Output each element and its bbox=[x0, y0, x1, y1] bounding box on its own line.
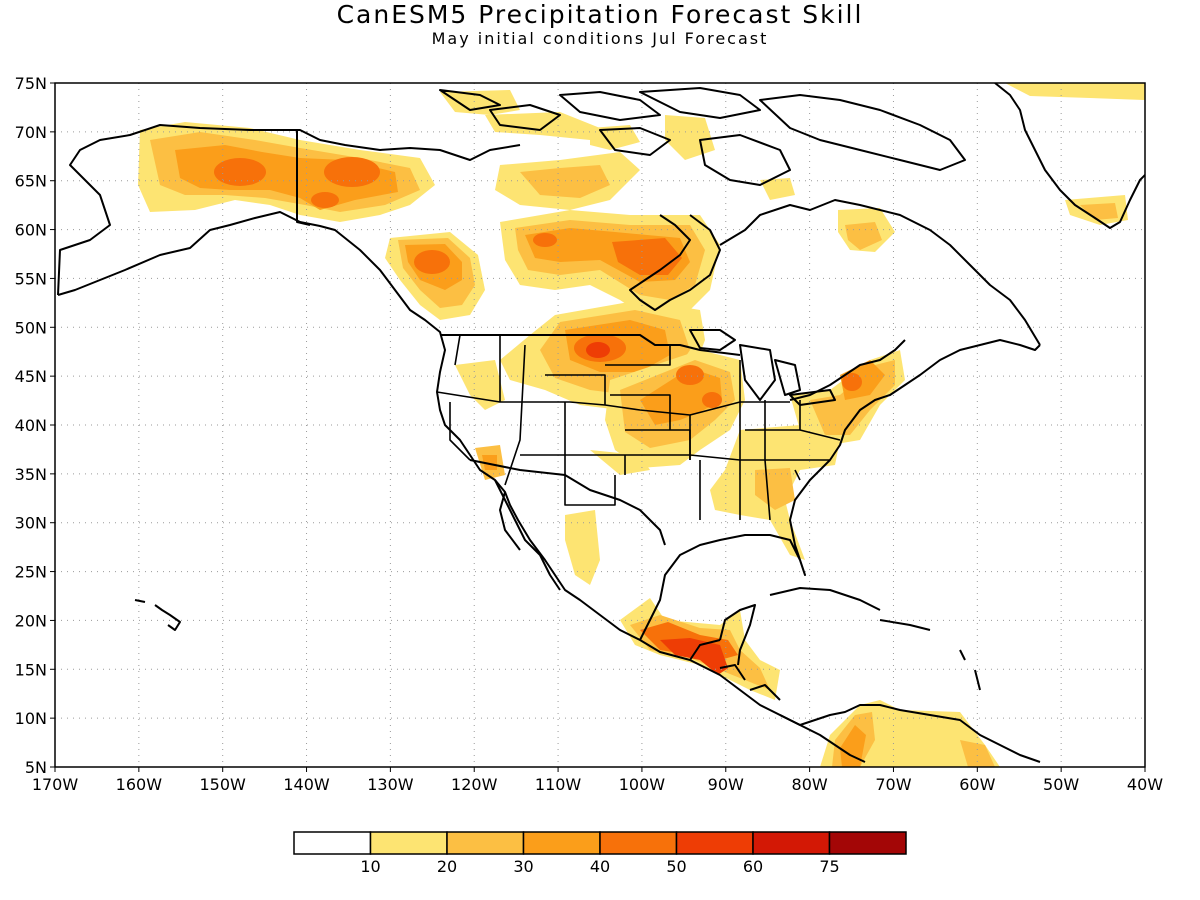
axis-ticks bbox=[50, 82, 1146, 772]
border-alaska-canada bbox=[296, 130, 311, 226]
coastline-labrador bbox=[719, 199, 1041, 346]
coastline-west bbox=[57, 211, 866, 763]
lon-tick-label: 90W bbox=[708, 775, 744, 794]
lon-tick-label: 160W bbox=[116, 775, 163, 794]
skill-region-southeast bbox=[565, 425, 840, 585]
lat-tick-label: 45N bbox=[15, 367, 47, 386]
skill-shading-layer bbox=[138, 83, 1145, 767]
colorbar-swatch bbox=[675, 831, 754, 855]
coastline-caribbean bbox=[769, 587, 981, 691]
great-lakes bbox=[689, 329, 836, 406]
colorbar-swatch bbox=[369, 831, 448, 855]
border-canada-us bbox=[440, 334, 906, 401]
lat-tick-label: 60N bbox=[15, 221, 47, 240]
lat-tick-label: 70N bbox=[15, 123, 47, 142]
lon-tick-label: 140W bbox=[283, 775, 330, 794]
lon-tick-label: 170W bbox=[32, 775, 79, 794]
coastline-hawaii bbox=[134, 599, 181, 631]
lat-tick-label: 50N bbox=[15, 318, 47, 337]
latitude-labels: 75N 70N 65N 60N 55N 50N 45N 40N 35N 30N 25N 20N 15N 1… bbox=[15, 74, 47, 777]
coastline-yucatan bbox=[719, 604, 756, 666]
colorbar-label: 40 bbox=[590, 857, 610, 876]
colorbar-swatch bbox=[293, 831, 372, 855]
longitude-labels: 170W 160W 150W 140W 130W 120W 110W 100W 90W 80W 70… bbox=[32, 775, 1163, 794]
lat-tick-label: 55N bbox=[15, 269, 47, 288]
colorbar-label: 75 bbox=[819, 857, 839, 876]
chart-subtitle: May initial conditions Jul Forecast bbox=[431, 29, 769, 48]
coastline-greenland bbox=[994, 83, 1145, 229]
colorbar-swatch bbox=[752, 831, 831, 855]
colorbar-label: 50 bbox=[666, 857, 686, 876]
colorbar-label: 20 bbox=[437, 857, 457, 876]
skill-region-alaska bbox=[138, 122, 435, 222]
lat-tick-label: 15N bbox=[15, 660, 47, 679]
coastline-layer bbox=[57, 83, 1145, 763]
us-state-borders bbox=[436, 334, 841, 521]
lat-tick-label: 25N bbox=[15, 563, 47, 582]
coastline-alaska-north bbox=[57, 124, 521, 296]
colorbar-swatch bbox=[446, 831, 525, 855]
lon-tick-label: 130W bbox=[367, 775, 414, 794]
lon-tick-label: 100W bbox=[619, 775, 666, 794]
skill-region-northeast bbox=[790, 350, 905, 445]
arctic-islands bbox=[439, 87, 966, 186]
coastline-hudson-bay bbox=[629, 214, 721, 311]
lon-tick-label: 40W bbox=[1127, 775, 1163, 794]
colorbar-label: 10 bbox=[360, 857, 380, 876]
lat-tick-label: 40N bbox=[15, 416, 47, 435]
lat-tick-label: 10N bbox=[15, 709, 47, 728]
chart-title: CanESM5 Precipitation Forecast Skill bbox=[336, 0, 864, 29]
lat-tick-label: 30N bbox=[15, 514, 47, 533]
lat-tick-label: 20N bbox=[15, 611, 47, 630]
skill-region-british-columbia bbox=[385, 232, 485, 320]
lon-tick-label: 80W bbox=[792, 775, 828, 794]
lon-tick-label: 150W bbox=[200, 775, 247, 794]
lon-tick-label: 50W bbox=[1043, 775, 1079, 794]
lat-tick-label: 5N bbox=[25, 758, 47, 777]
map-gridlines bbox=[55, 83, 1145, 767]
lat-tick-label: 65N bbox=[15, 172, 47, 191]
coastline-panama bbox=[779, 704, 1041, 763]
colorbar-label: 30 bbox=[513, 857, 533, 876]
colorbar-swatch bbox=[599, 831, 678, 855]
lon-tick-label: 120W bbox=[451, 775, 498, 794]
lon-tick-label: 70W bbox=[875, 775, 911, 794]
lat-tick-label: 35N bbox=[15, 465, 47, 484]
border-central-america bbox=[689, 639, 781, 701]
skill-region-central-america bbox=[620, 598, 780, 700]
lon-tick-label: 60W bbox=[959, 775, 995, 794]
coastline-east bbox=[639, 339, 1041, 641]
colorbar-swatch bbox=[522, 831, 601, 855]
colorbar-swatch bbox=[828, 831, 907, 855]
lon-tick-label: 110W bbox=[535, 775, 582, 794]
colorbar: 10 20 30 40 50 60 75 bbox=[293, 831, 907, 876]
border-us-mexico bbox=[469, 459, 666, 546]
skill-region-south-america bbox=[820, 700, 1000, 767]
colorbar-label: 60 bbox=[743, 857, 763, 876]
coastline-baja bbox=[494, 479, 561, 591]
skill-region-hudson bbox=[500, 210, 720, 320]
skill-region-midwest bbox=[455, 350, 745, 480]
lat-tick-label: 75N bbox=[15, 74, 47, 93]
